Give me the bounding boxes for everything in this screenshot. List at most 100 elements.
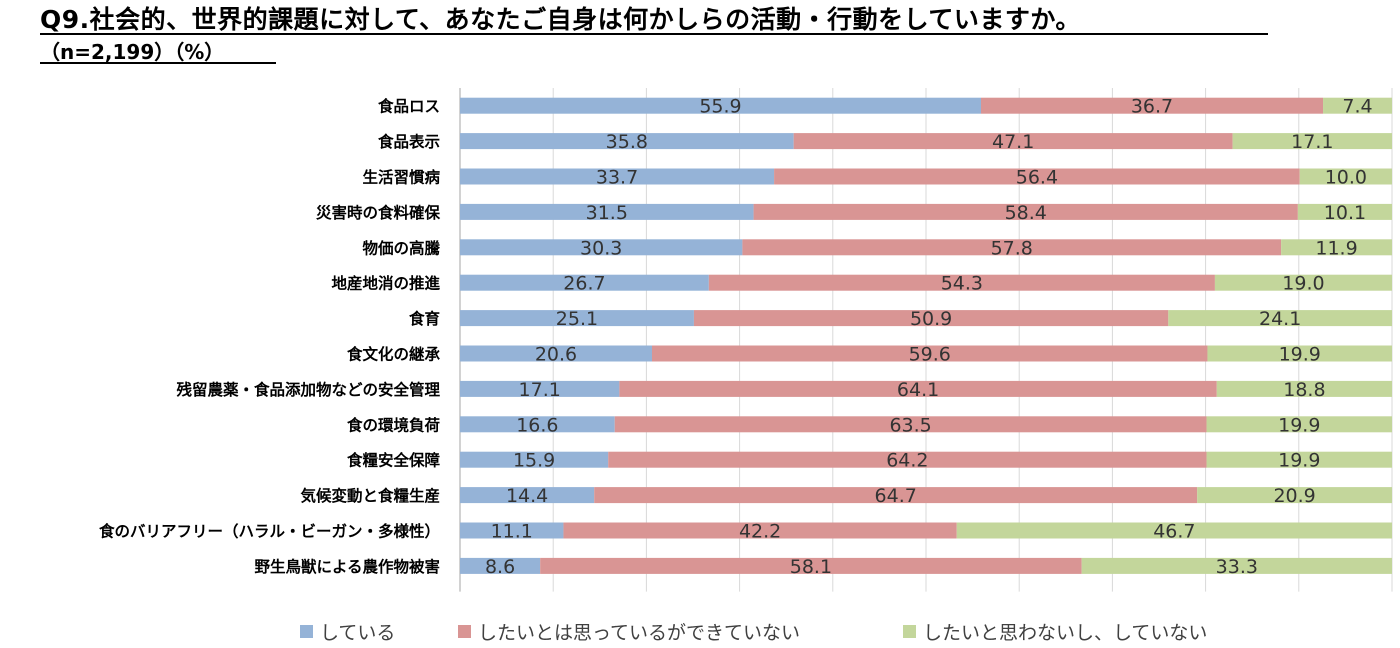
category-label: 地産地消の推進 — [331, 274, 440, 293]
data-label: 55.9 — [699, 96, 741, 118]
category-label: 食文化の継承 — [346, 345, 441, 364]
category-label: 食のバリアフリー（ハラル・ビーガン・多様性） — [98, 522, 440, 541]
data-label: 56.4 — [1016, 167, 1058, 189]
bar-segment — [460, 310, 694, 327]
data-label: 19.0 — [1282, 273, 1324, 295]
category-label: 食品表示 — [377, 132, 440, 151]
bar-segment — [708, 274, 1215, 291]
data-label: 59.6 — [909, 344, 951, 366]
data-label: 33.3 — [1216, 556, 1258, 578]
legend-label-not-doing: したいと思わないし、していない — [923, 622, 1208, 644]
data-label: 64.2 — [886, 450, 928, 472]
data-label: 11.1 — [491, 521, 533, 543]
bar-segment — [540, 557, 1082, 574]
bar-segment — [1232, 133, 1392, 150]
data-label: 19.9 — [1279, 344, 1321, 366]
bar-segment — [460, 522, 564, 539]
bar-segment — [619, 380, 1217, 397]
data-label: 18.8 — [1283, 379, 1325, 401]
bar-segment — [608, 451, 1207, 468]
bar-segment — [1206, 451, 1392, 468]
data-label: 8.6 — [485, 556, 515, 578]
bar-segment — [753, 203, 1298, 220]
bar-segment — [460, 239, 743, 256]
bar-segment — [460, 380, 620, 397]
chart-title: Q9.社会的、世界的課題に対して、あなたご自身は何かしらの活動・行動をしています… — [40, 5, 1081, 34]
data-label: 30.3 — [580, 237, 622, 259]
chart-legend: している したいとは思っているができていない したいと思わないし、していない — [0, 618, 1400, 648]
data-label: 35.8 — [606, 131, 648, 153]
data-label: 26.7 — [563, 273, 605, 295]
data-label: 20.6 — [535, 344, 577, 366]
category-label: 生活習慣病 — [362, 168, 440, 187]
legend-swatch-not-doing — [903, 625, 916, 638]
bar-segment — [1323, 97, 1392, 114]
category-label: 食の環境負荷 — [346, 415, 441, 434]
category-label: 食品ロス — [377, 97, 440, 116]
bar-segment — [651, 345, 1208, 362]
data-label: 17.1 — [1291, 131, 1333, 153]
bar-segment — [1281, 239, 1392, 256]
bar-segment — [1168, 310, 1392, 327]
bar-segment — [594, 487, 1198, 504]
bar-segment — [460, 451, 609, 468]
data-label: 64.1 — [897, 379, 939, 401]
data-label: 54.3 — [941, 273, 983, 295]
data-label: 33.7 — [596, 167, 638, 189]
data-label: 64.7 — [875, 485, 917, 507]
legend-label-want-but-cannot: したいとは思っているができていない — [478, 622, 801, 644]
data-label: 31.5 — [586, 202, 628, 224]
data-label: 58.4 — [1005, 202, 1047, 224]
data-label: 57.8 — [991, 237, 1033, 259]
bar-segment — [460, 168, 775, 185]
category-label: 残留農薬・食品添加物などの安全管理 — [176, 380, 440, 399]
category-label: 災害時の食料確保 — [316, 203, 441, 222]
bar-segment — [460, 557, 541, 574]
chart-subtitle: （n=2,199）（%） — [40, 40, 225, 64]
bar-segment — [460, 203, 754, 220]
category-label: 物価の高騰 — [362, 238, 440, 257]
bar-segment — [460, 97, 981, 114]
bar-segment — [460, 345, 652, 362]
data-label: 16.6 — [516, 414, 558, 436]
category-label: 野生鳥獣による農作物被害 — [254, 557, 440, 576]
data-label: 17.1 — [519, 379, 561, 401]
legend-item-want-but-cannot: したいとは思っているができていない — [458, 618, 800, 645]
data-label: 24.1 — [1259, 308, 1301, 330]
legend-item-not-doing: したいと思わないし、していない — [903, 618, 1207, 645]
data-label: 47.1 — [992, 131, 1034, 153]
legend-swatch-want-but-cannot — [458, 625, 471, 638]
category-label: 食糧安全保障 — [346, 451, 441, 470]
data-label: 19.9 — [1278, 450, 1320, 472]
subtitle-underline — [40, 62, 276, 64]
data-label: 7.4 — [1342, 96, 1372, 118]
data-label: 14.4 — [506, 485, 548, 507]
bar-segment — [614, 416, 1207, 433]
bar-segment — [1299, 168, 1392, 185]
bar-segment — [460, 416, 615, 433]
bar-segment — [460, 487, 595, 504]
title-underline — [40, 33, 1268, 35]
data-label: 15.9 — [513, 450, 555, 472]
bar-segment — [1216, 380, 1392, 397]
bar-segment — [956, 522, 1392, 539]
bar-segment — [1207, 345, 1392, 362]
data-label: 25.1 — [556, 308, 598, 330]
legend-item-doing: している — [300, 618, 395, 645]
bar-segment — [980, 97, 1324, 114]
data-label: 58.1 — [790, 556, 832, 578]
bar-segment — [1081, 557, 1392, 574]
bar-segment — [460, 133, 794, 150]
data-label: 46.7 — [1153, 521, 1195, 543]
data-label: 19.9 — [1278, 414, 1320, 436]
bar-segment — [460, 274, 709, 291]
data-label: 36.7 — [1131, 96, 1173, 118]
bar-segment — [563, 522, 957, 539]
bar-segment — [1197, 487, 1392, 504]
data-label: 20.9 — [1273, 485, 1315, 507]
bar-segment — [1214, 274, 1392, 291]
data-label: 10.1 — [1324, 202, 1366, 224]
category-label: 食育 — [408, 309, 440, 328]
stacked-bar-chart: 食品ロス 55.9 36.7 7.4 食品表示 35.8 47.1 17.1 生活習慣病 33.7… — [98, 88, 1393, 592]
category-label: 気候変動と食糧生産 — [300, 486, 440, 505]
